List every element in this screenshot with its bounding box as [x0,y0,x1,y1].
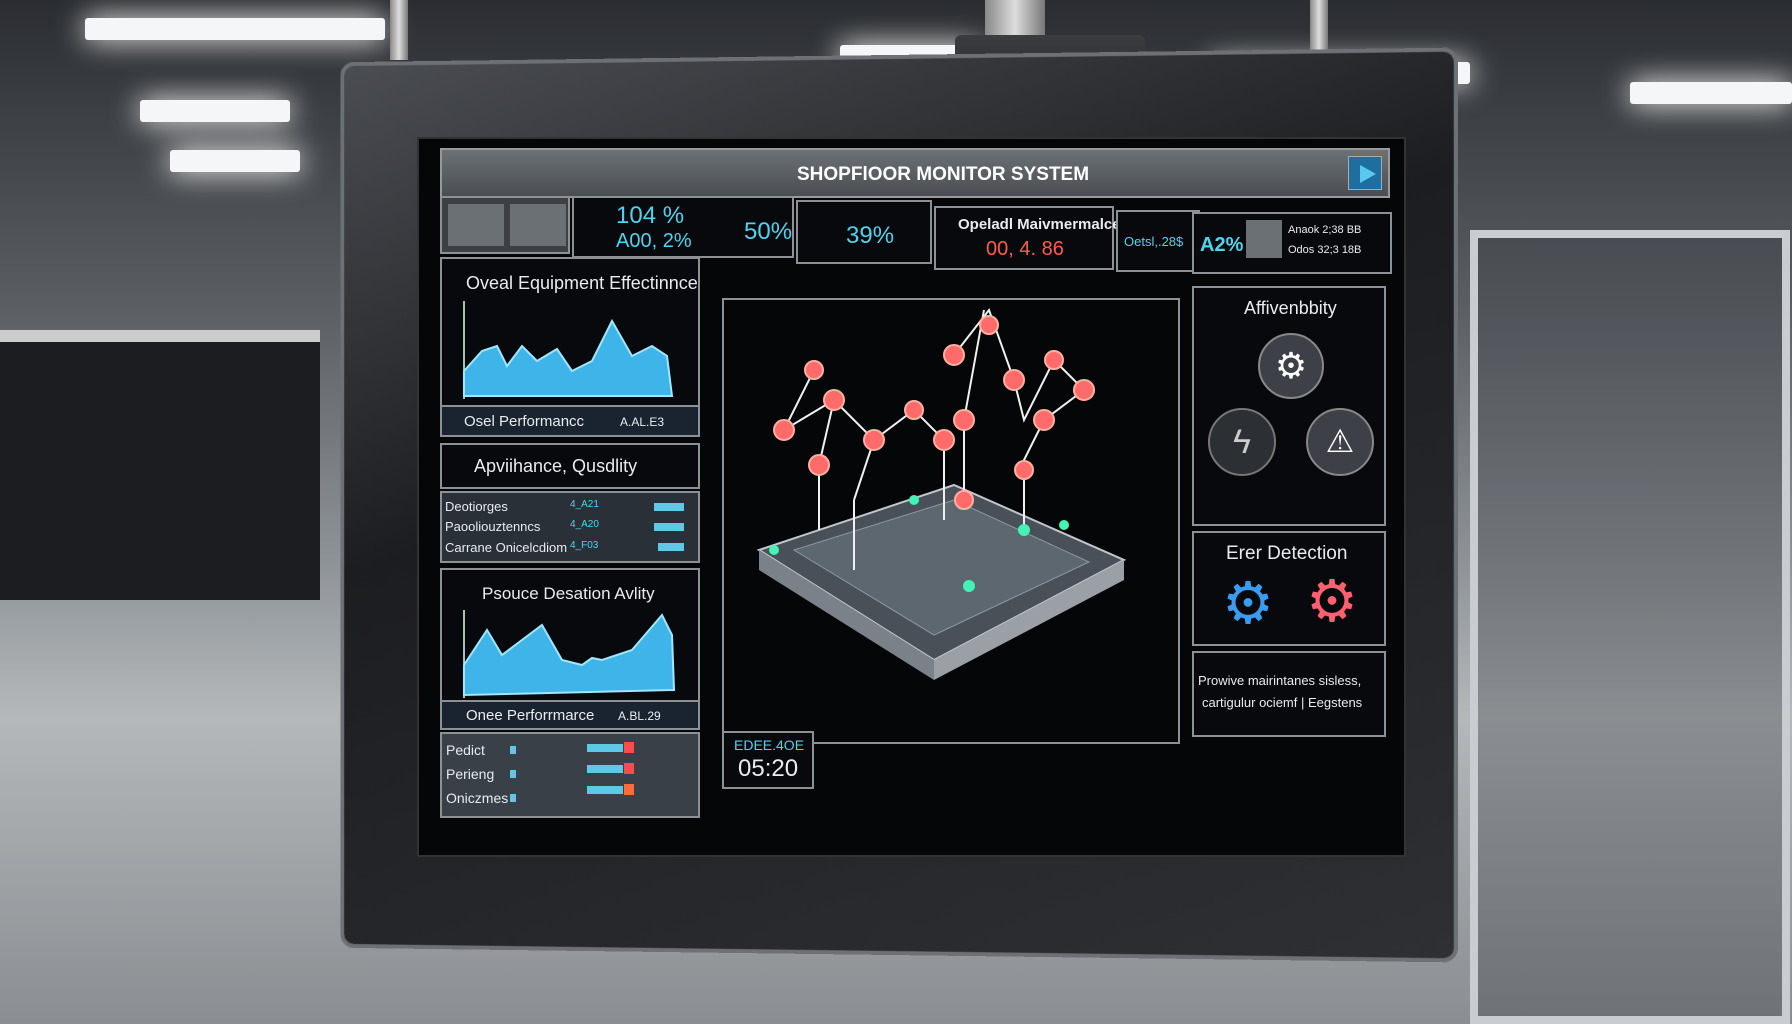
metric-card: A2% Anaok 2;38 BB Odos 32;3 18B [1192,212,1392,274]
app-title: SHOPFlOOR MONITOR SYSTEM [797,164,1090,185]
metric-value: A00, 2% [616,230,692,252]
factory-model [756,307,1127,680]
back-wall-window [0,330,320,600]
panel-footer-label: Onee Perforrmarce [466,707,595,724]
list-item-value: 4_A21 [570,499,599,510]
error-detection-panel: Erer Detection ⚙ ⚙ [1192,531,1386,646]
progress-bar [658,543,684,551]
oee-area-chart [463,301,674,399]
timer-label: EDEE.4OE [734,737,805,753]
toolbar-thumbnails [440,196,570,254]
metric-value: 00, 4. 86 [986,238,1064,260]
metric-value: Anaok 2;38 BB [1288,224,1362,236]
header-bar: SHOPFlOOR MONITOR SYSTEM [440,148,1390,198]
play-button[interactable] [1348,156,1382,190]
note-text: Prowive mairintanes sisless, [1198,673,1362,688]
bar-chart-icon[interactable] [510,204,566,246]
lightning-icon[interactable]: ϟ [1208,408,1276,476]
section-title-panel: Apviihance, Qusdlity [440,443,700,489]
list-item-label: Pedict [446,742,485,758]
progress-bar [587,744,623,752]
panel-title: Erer Detection [1226,543,1348,564]
metric-card: 39% [796,200,932,264]
panel-title: Psouce Desation Avlity [482,584,655,603]
metric-value: Oetsl,.28$ [1124,234,1184,249]
metric-value: Odos 32;3 18B [1288,244,1362,256]
metric-value: A2% [1200,234,1244,256]
note-panel: Prowive mairintanes sisless, cartigulur … [1192,651,1386,737]
metric-card: 104 % A00, 2% 50% [572,196,794,258]
ceiling-light [140,100,290,122]
gear-icon: ⚙ [1222,571,1274,636]
list-item-label: Deotiorges [445,499,508,514]
list-item-value: 4_F03 [570,540,599,551]
alert-marker [624,763,634,774]
mount-pole [390,0,408,60]
alert-marker [624,742,634,753]
resource-panel: Psouce Desation Avlity Onee Perforrmarce… [440,568,700,730]
note-text: cartigulur ociemf | Eegstens [1202,695,1363,710]
panel-footer-value: A.AL.E3 [620,415,665,429]
resource-area-chart [463,610,676,698]
server-rack [1470,230,1790,1024]
panel-footer-value: A.BL.29 [618,709,661,723]
progress-bar [587,786,623,794]
list-item-value: 4_A20 [570,519,599,530]
progress-bar [654,503,684,511]
panel-title: Affivenbbity [1244,298,1337,318]
list-item-label: Paooliouztenncs [445,519,541,534]
metric-value: 104 % [616,202,685,229]
metric-label: Opeladl Maivmermalce [958,216,1121,233]
gear-icon[interactable]: ⚙ [1258,333,1324,399]
metric-value: 50% [744,218,793,245]
list-thumbnail-icon[interactable] [448,204,504,246]
status-list: Deotiorges 4_A21 Paooliouztenncs 4_A20 C… [440,491,700,563]
oee-panel: Oveal Equipment Effectinnce Osel Perform… [440,257,700,437]
factory-3d-view[interactable] [722,298,1180,744]
warning-icon[interactable]: ⚠ [1306,408,1374,476]
gear-icon: ⚙ [1306,569,1358,634]
list-item-label: Oniczmes [446,790,509,806]
progress-bar [654,523,684,531]
availability-panel: Affivenbbity ⚙ ϟ ⚠ [1192,286,1386,526]
list-item-label: Perieng [446,766,495,782]
ceiling-light [170,150,300,172]
timer-panel: EDEE.4OE 05:20 [722,731,814,789]
metric-value: 39% [846,222,895,249]
mount-pole [985,0,1045,40]
panel-footer-label: Osel Performancc [464,413,585,430]
list-item-label: Carrane Onicelcdiom [445,540,568,555]
maintenance-card: Opeladl Maivmermalce 00, 4. 86 [934,206,1121,270]
play-icon [1360,165,1376,183]
document-icon [1246,220,1282,258]
prediction-list: Pedict Perieng Oniczmes [440,732,700,818]
ceiling-light [85,18,385,40]
alert-marker [624,784,634,795]
panel-title: Apviihance, Qusdlity [474,456,638,476]
ceiling-light [1630,82,1792,104]
timer-value: 05:20 [738,755,799,782]
panel-title: Oveal Equipment Effectinnce [466,273,698,293]
progress-bar [587,765,623,773]
metric-card: Oetsl,.28$ [1116,210,1200,272]
